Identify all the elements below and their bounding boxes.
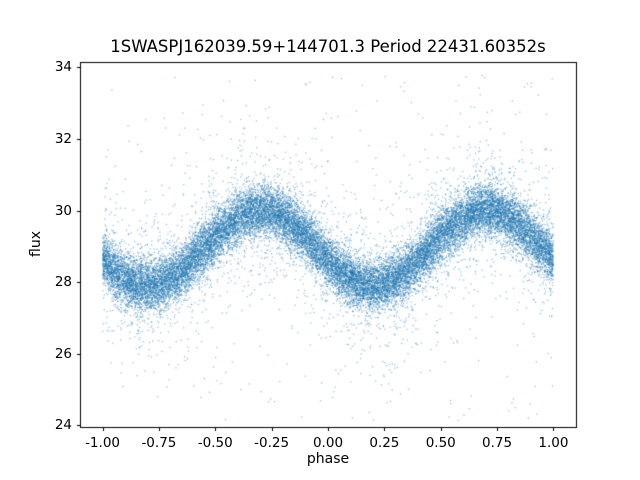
y-tick-label: 34 [54, 59, 72, 76]
y-tick-label: 26 [54, 345, 72, 362]
y-tick-label: 24 [54, 417, 72, 434]
x-axis-label: phase [306, 451, 350, 467]
x-tick-label: -1.00 [85, 435, 120, 451]
chart-title: 1SWASPJ162039.59+144701.3 Period 22431.6… [110, 37, 546, 56]
x-tick-label: 0.50 [425, 435, 456, 451]
x-tick-label: -0.25 [254, 435, 290, 451]
x-tick-label: 0.25 [369, 435, 400, 451]
x-tick-label: -0.75 [141, 435, 177, 451]
y-tick-label: 32 [54, 130, 72, 147]
x-tick-label: 1.00 [538, 435, 569, 451]
x-tick-label: 0.75 [482, 435, 513, 451]
x-tick-label: -0.50 [197, 435, 233, 451]
x-tick-label: 0.00 [312, 435, 344, 451]
y-tick-label: 28 [54, 274, 72, 291]
y-tick-label: 30 [54, 202, 72, 219]
y-axis-label: flux [28, 231, 44, 257]
